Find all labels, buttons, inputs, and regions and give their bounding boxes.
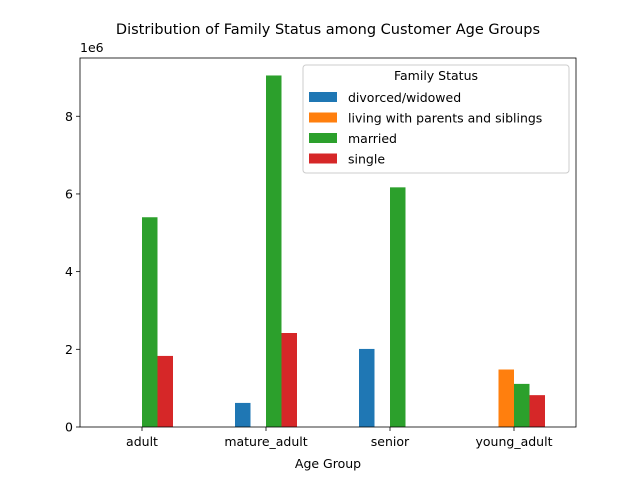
- bar: [281, 333, 297, 427]
- x-tick-label: adult: [126, 434, 158, 449]
- bar: [529, 395, 545, 427]
- bar: [514, 383, 530, 427]
- bar: [142, 217, 158, 427]
- x-tick-label: mature_adult: [224, 434, 307, 449]
- y-tick-label: 0: [65, 420, 73, 435]
- legend-label: single: [348, 152, 385, 167]
- bar: [498, 369, 514, 427]
- legend-title: Family Status: [394, 68, 478, 83]
- axes-frame: [79, 57, 577, 428]
- y-tick-label: 4: [65, 264, 73, 279]
- x-axis-label: Age Group: [295, 456, 361, 471]
- legend-box: [302, 64, 570, 174]
- bar: [359, 348, 375, 427]
- y-tick-label: 2: [65, 342, 73, 357]
- y-tick-label: 8: [65, 109, 73, 124]
- y-offset-label: 1e6: [80, 40, 104, 55]
- x-tick-label: senior: [371, 434, 410, 449]
- chart-title: Distribution of Family Status among Cust…: [116, 22, 540, 38]
- legend-label: divorced/widowed: [348, 90, 461, 105]
- legend-swatch: [309, 92, 337, 102]
- plot-area: adult mature_adult senior young_adult 0 2 4 6 8: [65, 57, 577, 449]
- legend-label: married: [348, 131, 397, 146]
- x-tick-label: young_adult: [476, 434, 553, 449]
- legend-swatch: [309, 133, 337, 143]
- legend-swatch: [309, 112, 337, 123]
- legend-label: living with parents and siblings: [348, 111, 542, 126]
- y-tick-label: 6: [65, 186, 73, 201]
- bar: [266, 75, 282, 427]
- legend: Family Status divorced/widowed living with…: [302, 64, 570, 174]
- bar: [390, 187, 406, 427]
- legend-swatch: [309, 153, 337, 164]
- bar: [157, 355, 173, 427]
- bar: [235, 402, 251, 427]
